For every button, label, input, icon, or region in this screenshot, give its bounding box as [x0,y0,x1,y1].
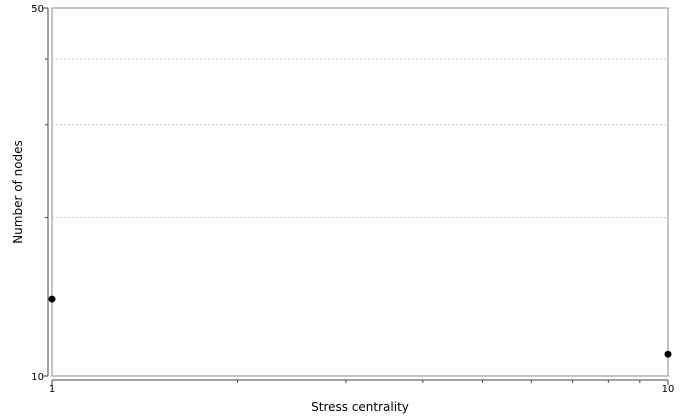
x-tick-label-10: 10 [662,384,675,395]
y-axis: 50 10 [31,4,49,383]
x-axis: 1 10 [49,379,675,395]
grid-lines [52,58,668,219]
plot-background [52,8,668,376]
x-tick-label-1: 1 [49,384,55,395]
x-axis-title: Stress centrality [311,400,409,414]
y-ticks [43,7,48,377]
plot-frame [51,7,669,377]
x-ticks [51,380,669,385]
y-tick-label-10: 10 [31,372,44,383]
data-points [48,295,672,358]
data-point [664,350,672,358]
y-tick-label-50: 50 [31,4,44,15]
data-point [48,295,56,303]
y-axis-title: Number of nodes [11,140,25,244]
